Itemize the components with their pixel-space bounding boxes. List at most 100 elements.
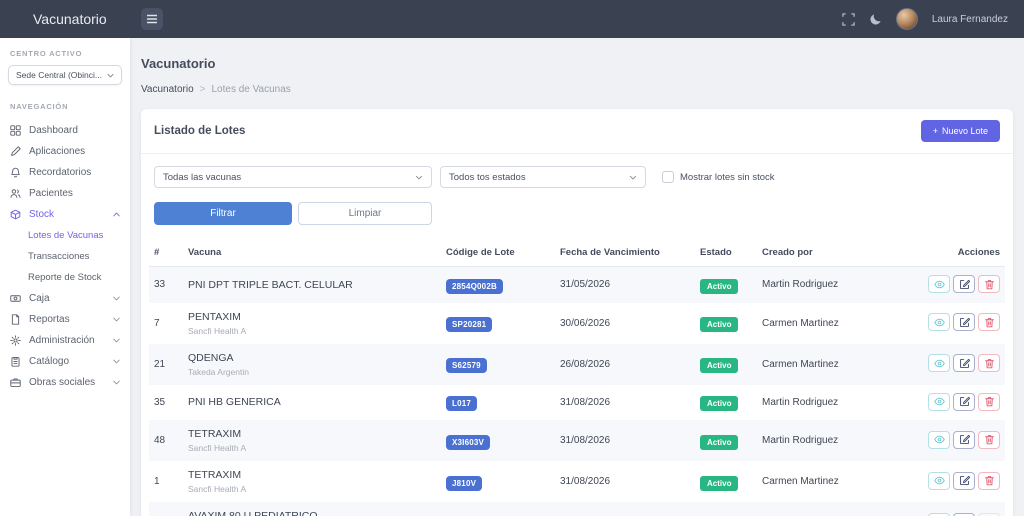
view-button[interactable]	[928, 275, 950, 293]
lot-code-badge: SP20281	[446, 317, 492, 332]
lots-card: Listado de Lotes + Nuevo Lote Todas las …	[141, 109, 1013, 516]
expiry-date: 31/08/2026	[555, 461, 695, 502]
show-out-of-stock-checkbox[interactable]: Mostrar lotes sin stock	[662, 171, 775, 183]
sidebar-item-stock[interactable]: Stock	[0, 204, 130, 225]
table-row: 21QDENGATakeda ArgentinS6257926/08/2026A…	[149, 344, 1005, 385]
edit-button[interactable]	[953, 275, 975, 293]
vaccine-filter-select[interactable]: Todas las vacunas	[154, 166, 432, 188]
user-name[interactable]: Laura Fernandez	[932, 14, 1008, 25]
sidebar-item-aplicaciones[interactable]: Aplicaciones	[0, 141, 130, 162]
vaccine-cell: PENTAXIMSancfi Health A	[183, 303, 441, 344]
new-lot-button[interactable]: + Nuevo Lote	[921, 120, 1000, 142]
vaccine-cell: QDENGATakeda Argentin	[183, 344, 441, 385]
sidebar-item-reportas[interactable]: Reportas	[0, 309, 130, 330]
sidebar-item-label: Obras sociales	[29, 377, 95, 388]
view-button[interactable]	[928, 472, 950, 490]
checkbox-label: Mostrar lotes sin stock	[680, 172, 775, 183]
vaccine-name: AVAXIM 80 U PEDIATRICO	[188, 510, 436, 516]
status-filter-select[interactable]: Todos tos estados	[440, 166, 646, 188]
sidebar-item-caja[interactable]: Caja	[0, 288, 130, 309]
delete-button[interactable]	[978, 313, 1000, 331]
table-row: 33PNI DPT TRIPLE BACT. CELULAR2854Q002B3…	[149, 267, 1005, 303]
vaccine-manufacturer: Sancfi Health A	[188, 484, 436, 494]
sidebar-item-label: Reportas	[29, 314, 70, 325]
vaccine-name: TETRAXIM	[188, 469, 436, 481]
created-by: Martin Rodriguez	[757, 420, 877, 461]
sidebar-item-label: Stock	[29, 209, 54, 220]
status-cell: Activo	[695, 420, 757, 461]
edit-button[interactable]	[953, 393, 975, 411]
lot-code-cell: X3I603V	[441, 420, 555, 461]
lot-code-cell: J810V	[441, 461, 555, 502]
view-button[interactable]	[928, 313, 950, 331]
sidebar-item-label: Pacientes	[29, 188, 73, 199]
edit-button[interactable]	[953, 472, 975, 490]
sidebar: CENTRO ACTIVO Sede Central (Obinci... NA…	[0, 38, 130, 516]
chevron-down-icon	[113, 380, 120, 385]
edit-button[interactable]	[953, 313, 975, 331]
column-header-status: Estado	[695, 239, 757, 267]
eye-icon	[934, 396, 945, 407]
expiry-date: 30/06/2026	[555, 303, 695, 344]
lot-code-badge: L017	[446, 396, 477, 411]
actions-cell	[877, 385, 1005, 421]
status-filter-value: Todos tos estados	[449, 172, 526, 183]
expiry-date: 31/05/2026	[555, 267, 695, 303]
lot-number: 21	[149, 344, 183, 385]
edit-icon	[959, 434, 970, 445]
sidebar-subitem-reporte-de-stock[interactable]: Reporte de Stock	[0, 267, 130, 288]
column-header-actions: Acciones	[877, 239, 1005, 267]
sidebar-item-recordatorios[interactable]: Recordatorios	[0, 162, 130, 183]
fullscreen-icon[interactable]	[842, 13, 855, 26]
lot-code-badge: X3I603V	[446, 435, 490, 450]
status-cell: Activo	[695, 502, 757, 516]
delete-button[interactable]	[978, 354, 1000, 372]
view-button[interactable]	[928, 354, 950, 372]
sidebar-subitem-lotes-de-vacunas[interactable]: Lotes de Vacunas	[0, 225, 130, 246]
vaccine-manufacturer: Sancfi Health A	[188, 443, 436, 453]
breadcrumb-item[interactable]: Vacunatorio	[141, 84, 194, 95]
view-button[interactable]	[928, 393, 950, 411]
sidebar-item-label: Recordatorios	[29, 167, 91, 178]
vaccine-name: PNI HB GENERICA	[188, 396, 436, 408]
sidebar-item-administracion[interactable]: Administración	[0, 330, 130, 351]
vaccine-filter-value: Todas las vacunas	[163, 172, 241, 183]
vaccine-name: TETRAXIM	[188, 428, 436, 440]
table-row: 16AVAXIM 80 U PEDIATRICOSancfi Health AX…	[149, 502, 1005, 516]
view-button[interactable]	[928, 431, 950, 449]
menu-toggle-button[interactable]	[141, 8, 163, 30]
filter-button[interactable]: Filtrar	[154, 202, 292, 225]
created-by: Martin Rodriguez	[757, 385, 877, 421]
delete-button[interactable]	[978, 472, 1000, 490]
edit-button[interactable]	[953, 431, 975, 449]
moon-icon[interactable]	[869, 13, 882, 26]
delete-button[interactable]	[978, 393, 1000, 411]
expiry-date: 31/08/2026	[555, 420, 695, 461]
edit-icon	[959, 475, 970, 486]
user-avatar[interactable]	[896, 8, 918, 30]
page-title: Vacunatorio	[141, 56, 1013, 71]
gear-icon	[10, 335, 21, 346]
clear-button[interactable]: Limpiar	[298, 202, 432, 225]
status-cell: Activo	[695, 385, 757, 421]
center-select[interactable]: Sede Central (Obinci...	[8, 65, 122, 85]
app-brand: Vacunatorio	[0, 11, 130, 27]
vaccine-manufacturer: Sancfi Health A	[188, 326, 436, 336]
table-row: 48TETRAXIMSancfi Health AX3I603V31/08/20…	[149, 420, 1005, 461]
sidebar-item-label: Catálogo	[29, 356, 69, 367]
sidebar-item-dashboard[interactable]: Dashboard	[0, 120, 130, 141]
active-center-label: CENTRO ACTIVO	[0, 38, 130, 63]
edit-button[interactable]	[953, 354, 975, 372]
sidebar-item-catalogo[interactable]: Catálogo	[0, 351, 130, 372]
delete-button[interactable]	[978, 275, 1000, 293]
status-cell: Activo	[695, 303, 757, 344]
sidebar-item-pacientes[interactable]: Pacientes	[0, 183, 130, 204]
created-by: Carmen Martinez	[757, 344, 877, 385]
hamburger-icon	[146, 14, 158, 24]
lot-code-badge: 2854Q002B	[446, 279, 503, 294]
expiry-date: 26/08/2026	[555, 344, 695, 385]
checkbox-icon[interactable]	[662, 171, 674, 183]
sidebar-item-obras-sociales[interactable]: Obras sociales	[0, 372, 130, 393]
sidebar-subitem-transacciones[interactable]: Transacciones	[0, 246, 130, 267]
delete-button[interactable]	[978, 431, 1000, 449]
